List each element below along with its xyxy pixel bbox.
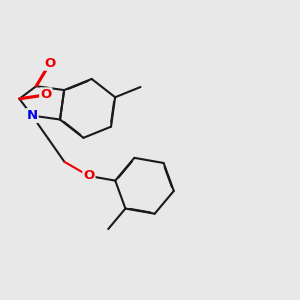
Text: O: O bbox=[40, 88, 52, 101]
Text: O: O bbox=[44, 57, 56, 70]
Text: N: N bbox=[26, 109, 38, 122]
Text: O: O bbox=[83, 169, 94, 182]
